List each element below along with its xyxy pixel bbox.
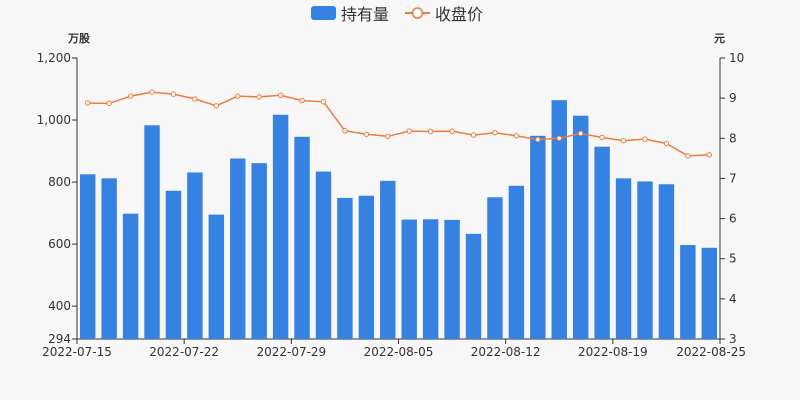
legend-bar-label[interactable]: 持有量 — [341, 5, 389, 24]
bar — [294, 136, 310, 339]
plot-area: 294 400 600 800 1,000 1,200 3 4 5 6 7 8 9 10 2022-07-1… — [37, 51, 746, 359]
bar — [315, 171, 332, 339]
price-point — [363, 131, 370, 137]
x-tick-label: 2022-08-05 — [364, 345, 434, 359]
price-point — [256, 94, 262, 100]
price-point — [599, 134, 605, 141]
x-tick-label: 2022-07-29 — [256, 345, 326, 359]
price-point — [513, 133, 520, 139]
bar — [101, 178, 117, 339]
price-point — [85, 100, 91, 106]
price-point — [577, 130, 584, 137]
price-point — [149, 89, 155, 95]
price-point — [492, 129, 498, 136]
y-left-tick-label: 600 — [48, 237, 71, 251]
y-left-tick-label: 400 — [48, 299, 71, 313]
price-point — [106, 100, 112, 107]
bar — [680, 245, 696, 339]
bar — [422, 219, 439, 339]
bar — [658, 184, 675, 339]
bar — [208, 214, 225, 339]
y-right-tick-label: 3 — [729, 332, 737, 346]
bar — [701, 247, 717, 339]
legend-line-marker[interactable] — [411, 7, 424, 19]
y-right-tick-label: 10 — [729, 51, 744, 65]
legend-line-label[interactable]: 收盘价 — [435, 5, 483, 24]
x-tick-label: 2022-08-12 — [471, 345, 541, 359]
bar — [637, 181, 653, 339]
x-tick-label: 2022-07-15 — [42, 345, 112, 359]
bar — [380, 180, 396, 339]
y-left-tick-label: 1,200 — [37, 51, 71, 65]
y-left-tick-label: 294 — [48, 332, 71, 346]
price-point — [320, 99, 327, 105]
price-point — [277, 92, 284, 99]
bar — [122, 213, 139, 339]
bar — [615, 178, 632, 339]
y-right-tick-label: 8 — [729, 131, 737, 145]
bar — [272, 114, 289, 340]
price-point — [213, 103, 220, 109]
price-point — [685, 153, 691, 159]
price-point — [235, 93, 241, 99]
bar — [594, 146, 610, 339]
price-point — [385, 133, 391, 139]
bar — [187, 172, 203, 339]
bar — [444, 219, 460, 339]
legend-bar-swatch[interactable] — [311, 6, 336, 20]
bar — [508, 185, 525, 339]
price-point — [127, 93, 134, 99]
bar — [358, 195, 375, 339]
y-right-tick-label: 6 — [729, 212, 737, 226]
price-point — [620, 137, 627, 144]
y-right-tick-label: 9 — [729, 91, 737, 105]
legend[interactable]: 持有量 收盘价 — [311, 5, 483, 24]
x-tick-label: 2022-08-25 — [676, 345, 746, 359]
y-left-tick-label: 800 — [48, 175, 71, 189]
bar — [487, 197, 503, 339]
price-point — [663, 140, 670, 147]
price-point — [192, 96, 198, 102]
bar — [337, 197, 353, 339]
y-right-unit-label: 元 — [714, 32, 725, 45]
bar — [80, 174, 96, 339]
y-right-tick-label: 5 — [729, 252, 737, 266]
price-point — [535, 136, 541, 143]
price-line — [87, 91, 710, 157]
bar — [572, 115, 589, 339]
bar — [551, 100, 567, 339]
price-point — [342, 127, 348, 134]
price-point — [170, 91, 177, 97]
y-right-tick-label: 7 — [729, 171, 737, 185]
price-point — [470, 132, 477, 138]
bar — [165, 190, 182, 339]
price-point — [556, 135, 562, 141]
y-right-tick-label: 4 — [729, 292, 737, 306]
bar — [144, 125, 160, 340]
bar — [530, 135, 546, 339]
price-point — [299, 97, 305, 104]
price-point — [406, 128, 412, 134]
y-left-tick-label: 1,000 — [37, 113, 71, 127]
bar — [401, 219, 417, 339]
y-left-unit-label: 万股 — [67, 32, 91, 45]
price-point — [449, 128, 455, 134]
price-point — [706, 152, 712, 158]
x-tick-label: 2022-07-22 — [149, 345, 219, 359]
bar — [230, 158, 246, 339]
bar — [251, 163, 267, 339]
x-tick-label: 2022-08-19 — [578, 345, 648, 359]
price-point — [642, 136, 648, 142]
bar — [465, 233, 482, 339]
price-point — [427, 128, 434, 135]
